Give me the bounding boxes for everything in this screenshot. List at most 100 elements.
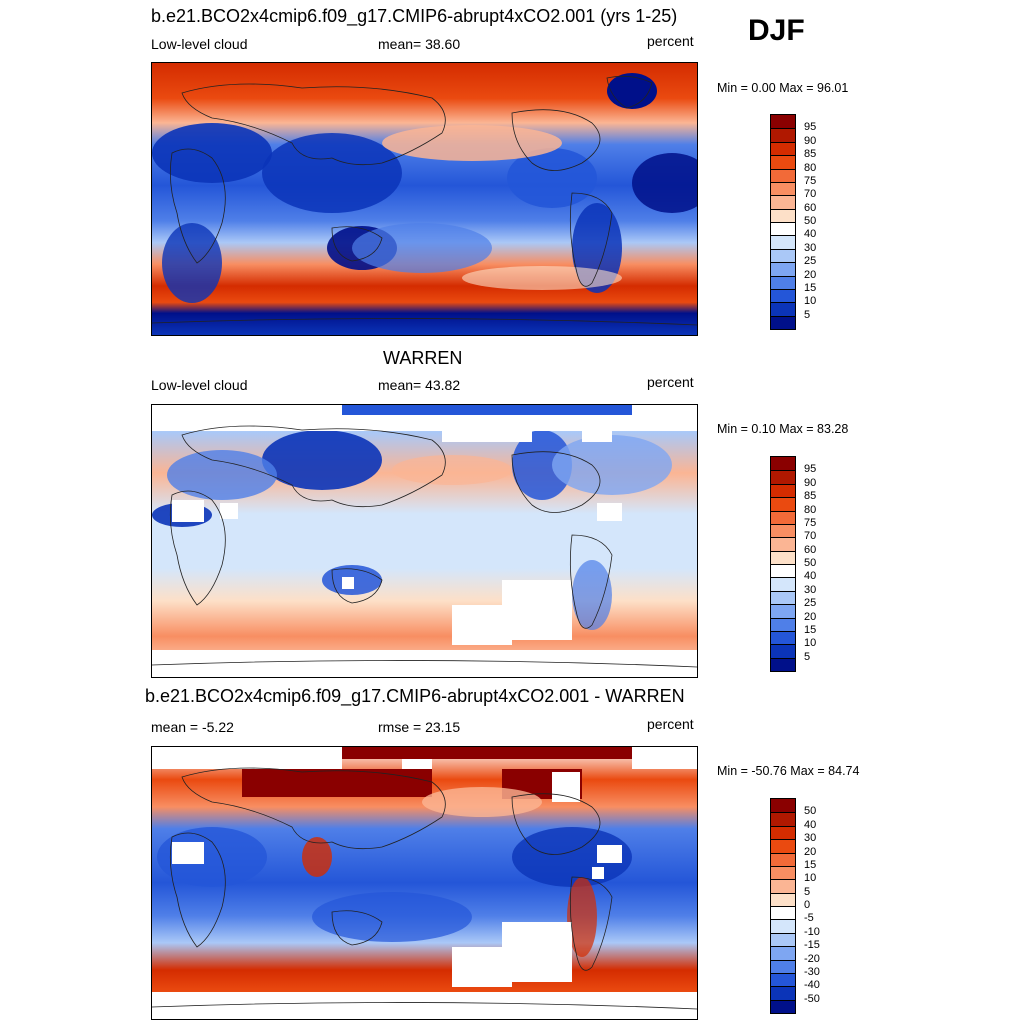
colorbar-tick-label: 20 [804, 268, 817, 281]
colorbar-box [771, 497, 795, 511]
colorbar-tick-label: 10 [804, 872, 817, 885]
colorbar-tick-label: 15 [804, 858, 817, 871]
colorbar-tick-label: 80 [804, 503, 817, 516]
colorbar-box [771, 155, 795, 169]
colorbar-tick-label: 10 [804, 637, 817, 650]
colorbar-box [771, 195, 795, 209]
colorbar-box [771, 932, 795, 947]
panel-2-units-label: percent [647, 374, 694, 390]
colorbar-box [771, 470, 795, 484]
colorbar-tick-label: 60 [804, 201, 817, 214]
colorbar-box [771, 550, 795, 564]
colorbar-tick-label: 85 [804, 148, 817, 161]
colorbar-tick-label: 50 [804, 215, 817, 227]
colorbar-tick-label: 40 [804, 818, 817, 831]
colorbar-tick-label: 10 [804, 295, 817, 308]
colorbar-box [771, 577, 795, 591]
colorbar-tick-label: -5 [804, 912, 814, 925]
colorbar-box [771, 604, 795, 618]
colorbar-box [771, 510, 795, 524]
panel-1-colorbar [770, 114, 796, 330]
colorbar-tick-label: 30 [804, 241, 817, 254]
panel-2-map [151, 404, 698, 678]
colorbar-box [771, 879, 795, 893]
colorbar-tick-label: -20 [804, 952, 820, 965]
colorbar-box [771, 906, 795, 920]
colorbar-tick-label: 20 [804, 610, 817, 623]
colorbar-box [771, 115, 795, 129]
colorbar-box [771, 946, 795, 960]
colorbar-tick-label: 95 [804, 463, 817, 476]
colorbar-box [771, 839, 795, 853]
colorbar-box [771, 288, 795, 303]
panel-1-mean-label: mean= 38.60 [378, 36, 461, 52]
colorbar-tick-label: 25 [804, 597, 817, 610]
colorbar-tick-label: 80 [804, 161, 817, 174]
colorbar-box [771, 128, 795, 142]
colorbar-tick-label: 90 [804, 134, 817, 147]
colorbar-box [771, 235, 795, 249]
colorbar-box [771, 812, 795, 826]
colorbar-box [771, 141, 795, 156]
colorbar-box [771, 208, 795, 222]
panel-2-minmax: Min = 0.10 Max = 83.28 [717, 422, 849, 436]
colorbar-box [771, 168, 795, 182]
panel-2-title: WARREN [383, 348, 463, 368]
colorbar-box [771, 181, 795, 196]
colorbar-box [771, 799, 795, 813]
colorbar-box [771, 630, 795, 645]
colorbar-box [771, 865, 795, 880]
colorbar-box [771, 972, 795, 987]
colorbar-box [771, 657, 795, 671]
panel-3-rmse-label: rmse = 23.15 [378, 719, 461, 735]
colorbar-box [771, 617, 795, 631]
panel-1-units-label: percent [647, 33, 694, 49]
panel-3-map [151, 746, 698, 1020]
colorbar-box [771, 262, 795, 276]
colorbar-tick-label: 75 [804, 516, 817, 529]
colorbar-box [771, 315, 795, 329]
panel-2-variable-label: Low-level cloud [151, 377, 248, 393]
panel-1-title: b.e21.BCO2x4cmip6.f09_g17.CMIP6-abrupt4x… [151, 6, 678, 26]
colorbar-tick-label: 75 [804, 174, 817, 187]
colorbar-tick-label: 5 [804, 650, 811, 663]
panel-3-units-label: percent [647, 716, 694, 732]
colorbar-box [771, 275, 795, 289]
panel-1-minmax: Min = 0.00 Max = 96.01 [717, 81, 849, 95]
panel-2-mean-label: mean= 43.82 [378, 377, 461, 393]
colorbar-box [771, 457, 795, 471]
colorbar-tick-label: 90 [804, 476, 817, 489]
colorbar-tick-label: 5 [804, 885, 811, 898]
colorbar-box [771, 999, 795, 1013]
colorbar-box [771, 590, 795, 605]
colorbar-tick-label: 25 [804, 255, 817, 268]
colorbar-tick-label: 50 [804, 557, 817, 569]
colorbar-tick-label: 70 [804, 530, 817, 543]
colorbar-tick-label: -40 [804, 979, 820, 992]
colorbar-tick-label: -30 [804, 965, 820, 978]
colorbar-box [771, 644, 795, 658]
colorbar-tick-label: 20 [804, 845, 817, 858]
panel-3-minmax: Min = -50.76 Max = 84.74 [717, 764, 860, 778]
panel-3-title: b.e21.BCO2x4cmip6.f09_g17.CMIP6-abrupt4x… [145, 686, 685, 706]
colorbar-box [771, 537, 795, 551]
panel-1-map [151, 62, 698, 336]
panel-1-variable-label: Low-level cloud [151, 36, 248, 52]
colorbar-tick-label: 40 [804, 228, 817, 241]
season-label: DJF [748, 14, 805, 47]
colorbar-tick-label: 50 [804, 805, 817, 818]
colorbar-box [771, 483, 795, 498]
colorbar-box [771, 892, 795, 906]
colorbar-box [771, 852, 795, 866]
colorbar-box [771, 564, 795, 578]
colorbar-box [771, 959, 795, 973]
colorbar-box [771, 248, 795, 263]
colorbar-box [771, 986, 795, 1000]
colorbar-box [771, 302, 795, 316]
colorbar-box [771, 919, 795, 933]
colorbar-tick-label: -15 [804, 939, 820, 952]
colorbar-tick-label: 95 [804, 121, 817, 134]
colorbar-tick-label: 70 [804, 188, 817, 201]
colorbar-tick-label: 0 [804, 899, 811, 911]
colorbar-tick-label: 30 [804, 583, 817, 596]
